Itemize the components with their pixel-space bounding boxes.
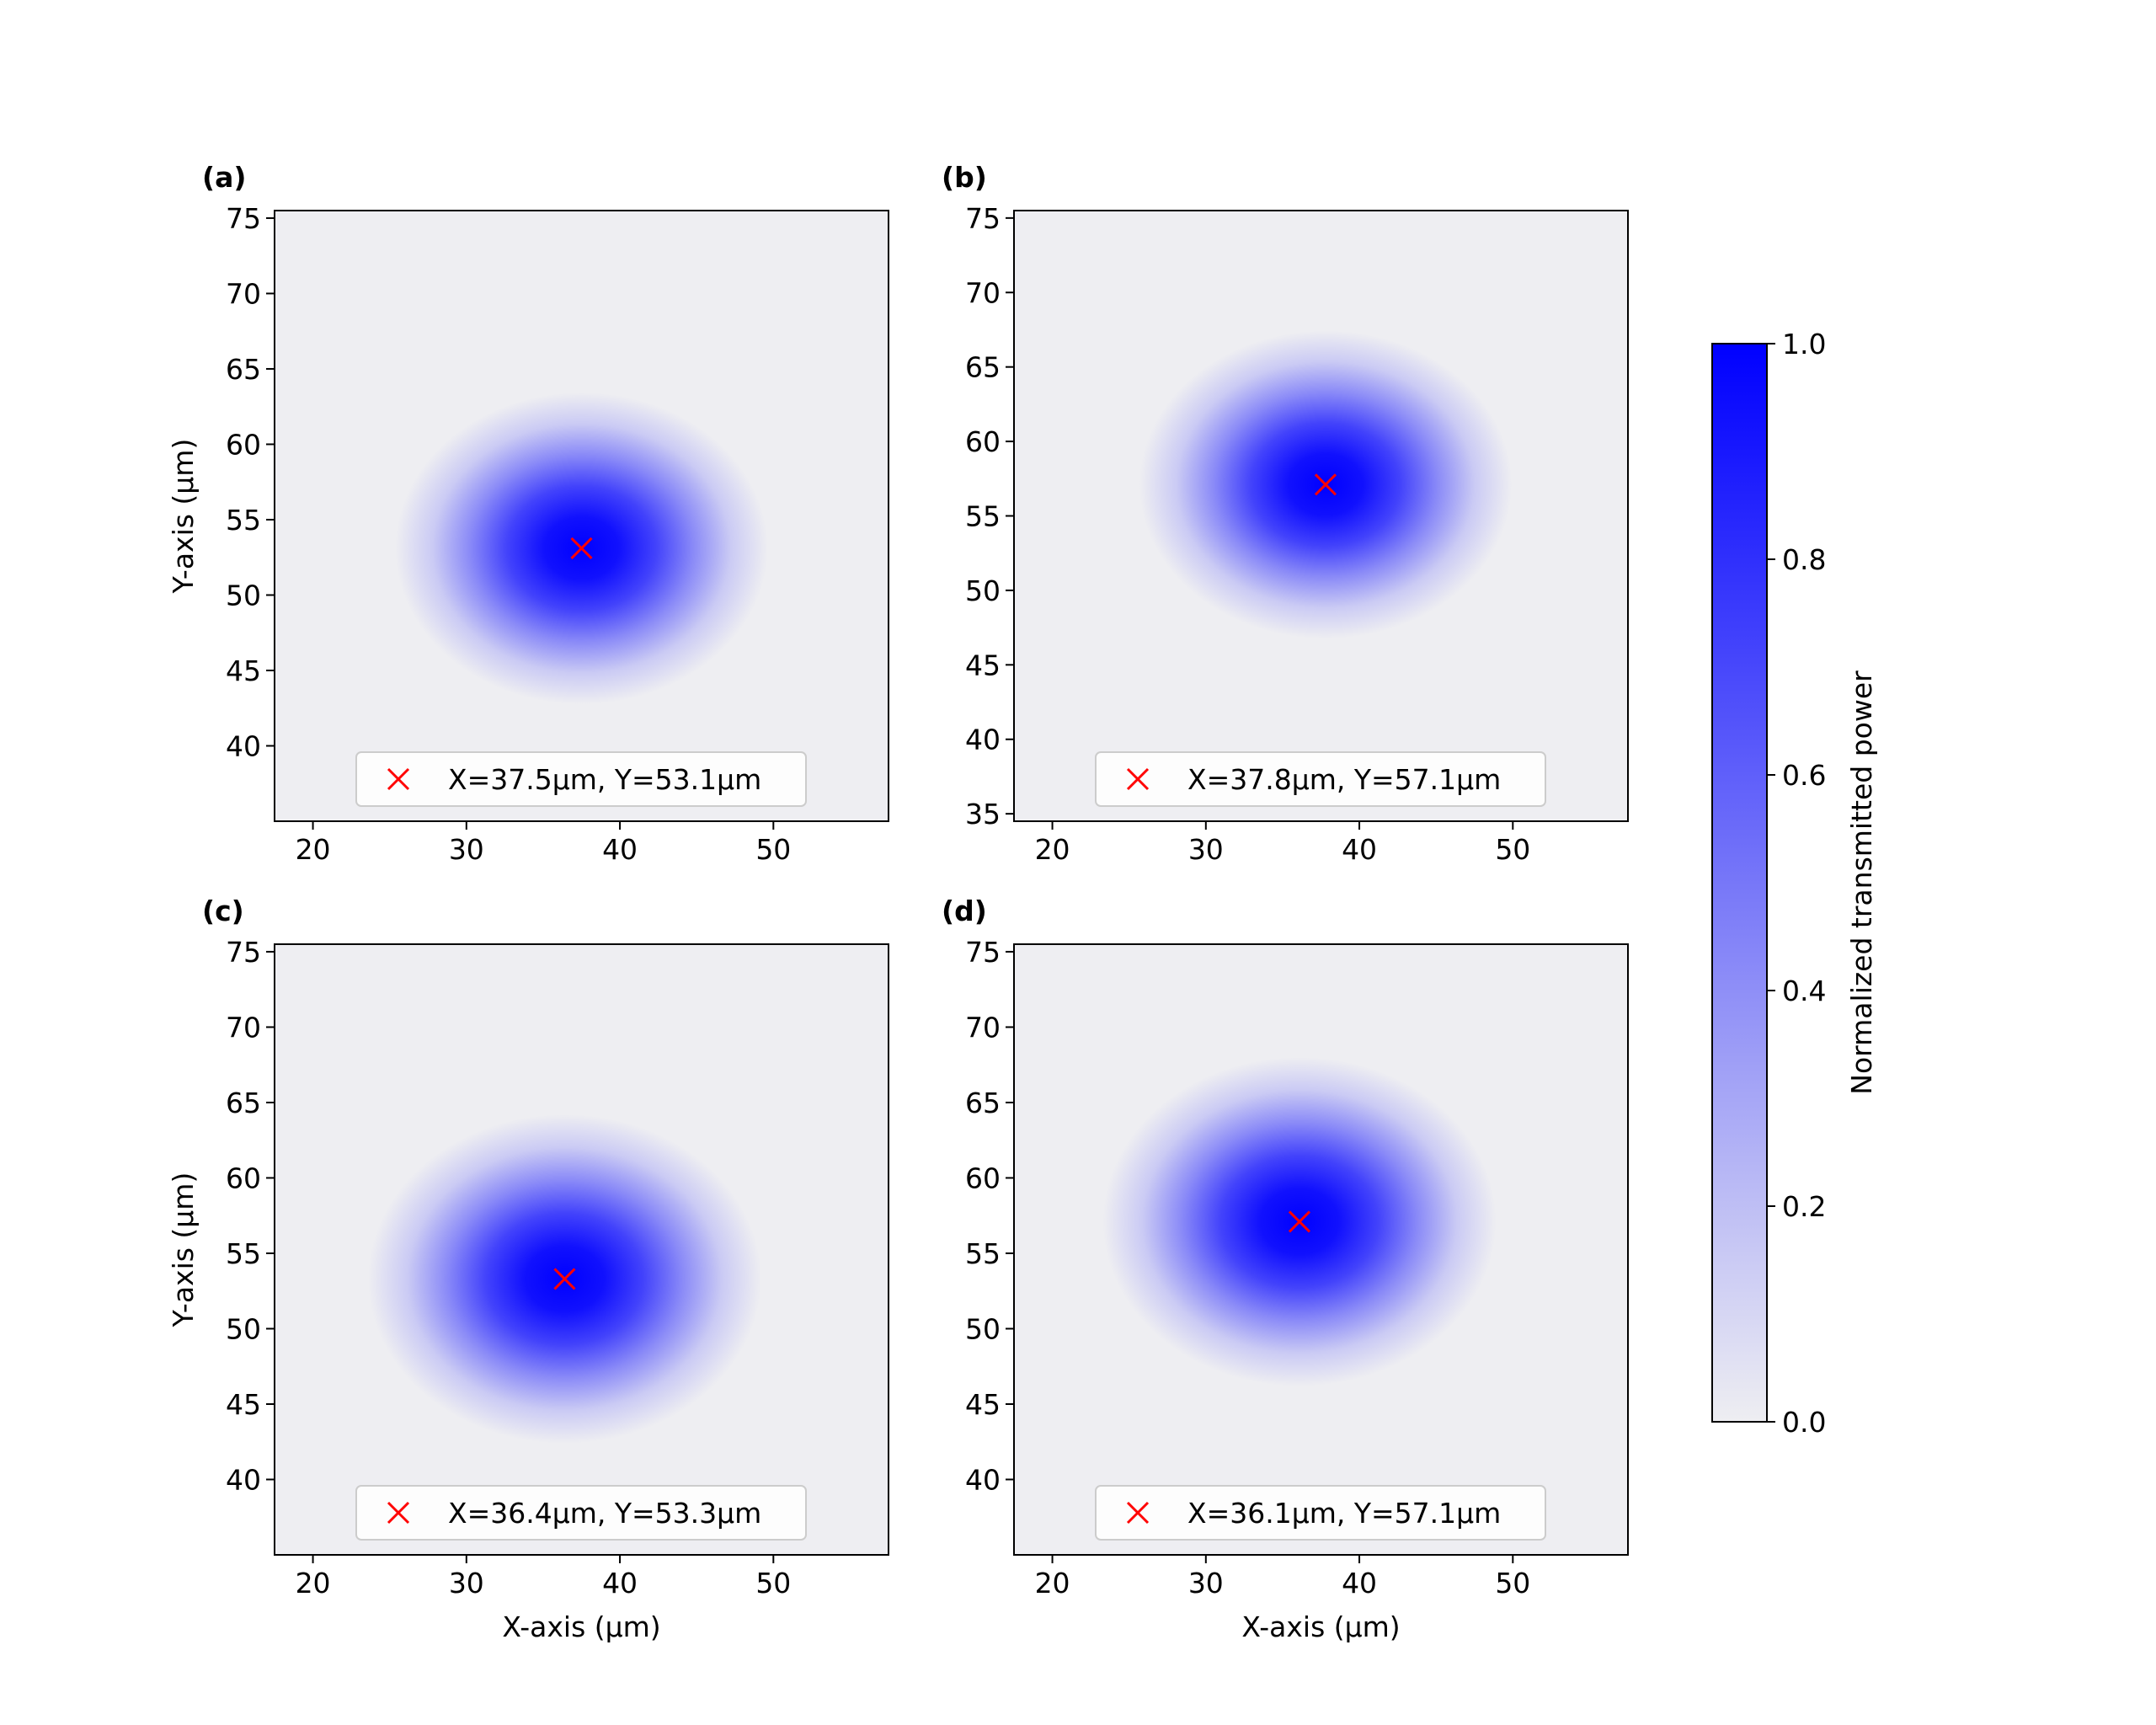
y-tick-label: 55 bbox=[965, 1237, 1001, 1270]
x-tick-label: 20 bbox=[1035, 833, 1070, 866]
colorbar-tick-label: 1.0 bbox=[1782, 328, 1826, 360]
legend: X=37.8µm, Y=57.1µm bbox=[1095, 751, 1546, 807]
x-axis-label: X-axis (µm) bbox=[1241, 1610, 1400, 1643]
x-tick-label: 50 bbox=[1495, 1567, 1530, 1599]
panel-label: (c) bbox=[202, 895, 244, 927]
panel-label: (d) bbox=[942, 895, 987, 927]
y-axis-label: Y-axis (µm) bbox=[167, 439, 200, 595]
y-tick-label: 40 bbox=[965, 1463, 1001, 1496]
y-tick-label: 75 bbox=[226, 202, 261, 235]
axes-frame bbox=[274, 210, 889, 822]
peak-marker bbox=[1314, 473, 1337, 496]
y-tick-label: 65 bbox=[226, 1087, 261, 1119]
legend: X=36.4µm, Y=53.3µm bbox=[355, 1485, 807, 1541]
panel-b: 20 30 40 50 35 40 45 50 55 60 65 70 75 (b) X=37.8µm, Y… bbox=[942, 161, 1629, 866]
y-tick-label: 35 bbox=[965, 798, 1001, 830]
legend-label: X=37.5µm, Y=53.1µm bbox=[448, 763, 761, 796]
y-tick-label: 75 bbox=[965, 202, 1001, 235]
y-tick-label: 60 bbox=[965, 425, 1001, 458]
x-tick-label: 40 bbox=[1342, 1567, 1377, 1599]
x-tick-label: 40 bbox=[602, 1567, 638, 1599]
axes-frame bbox=[274, 943, 889, 1556]
legend-marker bbox=[387, 1501, 410, 1525]
legend-box bbox=[355, 1485, 807, 1541]
x-tick-label: 30 bbox=[449, 1567, 484, 1599]
x-tick-label: 20 bbox=[296, 1567, 331, 1599]
y-tick-label: 75 bbox=[226, 936, 261, 969]
colorbar-tick-label: 0.6 bbox=[1782, 759, 1826, 792]
colorbar-gradient bbox=[1711, 343, 1768, 1423]
legend-box bbox=[1095, 751, 1546, 807]
colorbar-tick-label: 0.4 bbox=[1782, 975, 1826, 1007]
y-tick-label: 45 bbox=[965, 649, 1001, 681]
peak-marker bbox=[1288, 1210, 1311, 1233]
y-tick-label: 40 bbox=[226, 1463, 261, 1496]
y-tick-label: 70 bbox=[965, 1011, 1001, 1044]
y-tick-label: 40 bbox=[965, 724, 1001, 756]
y-tick-label: 45 bbox=[226, 654, 261, 687]
x-tick-label: 30 bbox=[1188, 833, 1224, 866]
y-tick-label: 60 bbox=[226, 428, 261, 461]
y-tick-label: 55 bbox=[226, 1237, 261, 1270]
colorbar-tick-label: 0.8 bbox=[1782, 543, 1826, 576]
y-tick-label: 70 bbox=[226, 1011, 261, 1044]
colorbar-label: Normalized transmitted power bbox=[1845, 670, 1878, 1095]
y-tick-label: 50 bbox=[965, 1312, 1001, 1345]
y-tick-label: 45 bbox=[965, 1388, 1001, 1421]
y-tick-label: 70 bbox=[965, 276, 1001, 309]
legend-box bbox=[355, 751, 807, 807]
x-tick-label: 30 bbox=[1188, 1567, 1224, 1599]
y-tick-label: 65 bbox=[226, 353, 261, 386]
y-axis-label: Y-axis (µm) bbox=[167, 1172, 200, 1328]
y-tick-label: 45 bbox=[226, 1388, 261, 1421]
legend-box bbox=[1095, 1485, 1546, 1541]
x-axis-label: X-axis (µm) bbox=[502, 1610, 660, 1643]
y-tick-label: 60 bbox=[226, 1162, 261, 1194]
x-tick-label: 40 bbox=[1342, 833, 1377, 866]
legend-marker bbox=[387, 767, 410, 791]
y-tick-label: 40 bbox=[226, 729, 261, 762]
panel-label: (a) bbox=[202, 161, 246, 194]
y-tick-label: 65 bbox=[965, 351, 1001, 384]
panel-label: (b) bbox=[942, 161, 987, 194]
peak-marker bbox=[570, 537, 593, 560]
x-tick-label: 20 bbox=[296, 833, 331, 866]
y-tick-label: 75 bbox=[965, 936, 1001, 969]
legend-label: X=36.4µm, Y=53.3µm bbox=[448, 1497, 761, 1530]
colorbar: 0.0 0.2 0.4 0.6 0.8 1.0 Normalized transmitted… bbox=[1711, 328, 1878, 1439]
x-tick-label: 50 bbox=[755, 833, 791, 866]
x-tick-label: 50 bbox=[1495, 833, 1530, 866]
y-tick-label: 65 bbox=[965, 1087, 1001, 1119]
y-tick-label: 50 bbox=[965, 574, 1001, 607]
panel-d: 20 30 40 50 40 45 50 55 60 65 70 75 (d) X-axis (µm) X=… bbox=[942, 895, 1629, 1643]
colorbar-tick-label: 0.0 bbox=[1782, 1406, 1826, 1439]
legend-label: X=37.8µm, Y=57.1µm bbox=[1187, 763, 1501, 796]
legend-marker bbox=[1126, 1501, 1150, 1525]
peak-marker bbox=[553, 1268, 576, 1290]
axes-frame bbox=[1013, 943, 1629, 1556]
colorbar-tick-label: 0.2 bbox=[1782, 1190, 1826, 1223]
legend-marker bbox=[1126, 767, 1150, 791]
y-tick-label: 50 bbox=[226, 1312, 261, 1345]
legend: X=36.1µm, Y=57.1µm bbox=[1095, 1485, 1546, 1541]
panel-a: 20 30 40 50 40 45 50 55 60 65 70 75 (a) Y-axis (µm) X=… bbox=[167, 161, 889, 866]
y-tick-label: 60 bbox=[965, 1162, 1001, 1194]
legend-label: X=36.1µm, Y=57.1µm bbox=[1187, 1497, 1501, 1530]
y-tick-label: 50 bbox=[226, 579, 261, 611]
panel-c: 20 30 40 50 40 45 50 55 60 65 70 75 (c) X-axis (µm) Y-… bbox=[167, 895, 889, 1643]
x-tick-label: 40 bbox=[602, 833, 638, 866]
legend: X=37.5µm, Y=53.1µm bbox=[355, 751, 807, 807]
x-tick-label: 50 bbox=[755, 1567, 791, 1599]
x-tick-label: 30 bbox=[449, 833, 484, 866]
y-tick-label: 55 bbox=[226, 504, 261, 537]
y-tick-label: 55 bbox=[965, 500, 1001, 533]
y-tick-label: 70 bbox=[226, 277, 261, 310]
x-tick-label: 20 bbox=[1035, 1567, 1070, 1599]
